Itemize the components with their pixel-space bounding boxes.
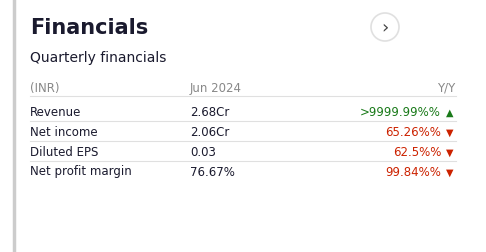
Text: Net profit margin: Net profit margin [30, 165, 132, 178]
Text: ▼: ▼ [446, 147, 453, 157]
Text: >9999.99%%: >9999.99%% [360, 105, 441, 118]
Text: Y/Y: Y/Y [437, 81, 455, 94]
Text: 76.67%: 76.67% [190, 165, 235, 178]
Text: Net income: Net income [30, 125, 98, 138]
Text: ▼: ▼ [446, 127, 453, 137]
Text: ›: › [382, 19, 389, 37]
Text: Quarterly financials: Quarterly financials [30, 51, 166, 65]
Text: 62.5%%: 62.5%% [393, 145, 441, 158]
Text: ▼: ▼ [446, 167, 453, 177]
Text: (INR): (INR) [30, 81, 59, 94]
Text: Diluted EPS: Diluted EPS [30, 145, 98, 158]
Text: 0.03: 0.03 [190, 145, 216, 158]
Text: Financials: Financials [30, 18, 148, 38]
Text: 65.26%%: 65.26%% [385, 125, 441, 138]
Text: 99.84%%: 99.84%% [385, 165, 441, 178]
Text: 2.06Cr: 2.06Cr [190, 125, 229, 138]
Text: 2.68Cr: 2.68Cr [190, 105, 229, 118]
Text: ▲: ▲ [446, 107, 453, 117]
Text: Revenue: Revenue [30, 105, 81, 118]
Text: Jun 2024: Jun 2024 [190, 81, 242, 94]
